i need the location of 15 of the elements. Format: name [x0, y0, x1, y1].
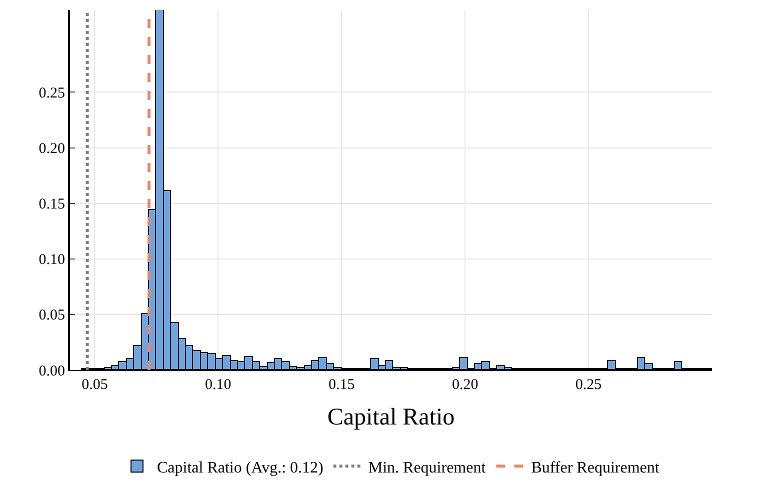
- x-axis-title: Capital Ratio: [327, 404, 455, 430]
- legend-label: Buffer Requirement: [531, 459, 660, 476]
- legend-label: Min. Requirement: [368, 459, 486, 476]
- x-tick-label: 0.05: [82, 377, 108, 393]
- y-tick-label: 0.25: [38, 85, 65, 102]
- y-tick-label: 0.05: [38, 308, 65, 324]
- y-tick-label: 0.15: [38, 196, 65, 213]
- y-tick-label: 0.20: [38, 141, 65, 158]
- legend-label: Capital Ratio (Avg.: 0.12): [157, 459, 324, 476]
- x-tick-label: 0.25: [575, 377, 602, 393]
- x-tick-label: 0.10: [205, 377, 232, 393]
- x-tick-label: 0.15: [328, 377, 355, 393]
- y-tick-label: 0.10: [38, 252, 65, 268]
- x-tick-label: 0.20: [452, 377, 478, 393]
- y-tick-label: 0.00: [38, 363, 65, 380]
